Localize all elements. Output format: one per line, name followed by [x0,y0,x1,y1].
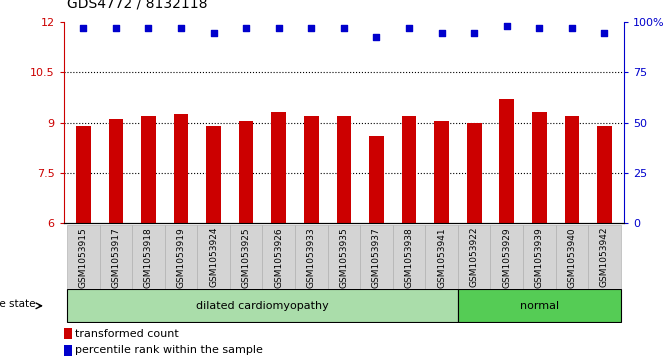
Text: GSM1053925: GSM1053925 [242,227,251,287]
Text: GSM1053940: GSM1053940 [568,227,576,287]
Point [501,23,512,29]
Bar [67,225,99,289]
Bar [393,225,425,289]
Bar [109,119,123,223]
Text: GDS4772 / 8132118: GDS4772 / 8132118 [67,0,207,10]
Point [78,25,89,31]
Bar [132,225,164,289]
Point [566,25,577,31]
Point [338,25,349,31]
Text: disease state: disease state [0,299,35,309]
Text: GSM1053919: GSM1053919 [176,227,185,288]
Bar [491,225,523,289]
Point [241,25,252,31]
Bar [556,225,588,289]
Text: GSM1053926: GSM1053926 [274,227,283,287]
Point [599,30,610,36]
Text: GSM1053938: GSM1053938 [405,227,413,288]
Text: GSM1053929: GSM1053929 [503,227,511,287]
Bar [588,225,621,289]
Bar [141,116,156,223]
Bar [369,136,384,223]
Bar [99,225,132,289]
Text: GSM1053917: GSM1053917 [111,227,120,288]
Text: GSM1053937: GSM1053937 [372,227,381,288]
Text: GSM1053924: GSM1053924 [209,227,218,287]
Text: GSM1053915: GSM1053915 [79,227,88,288]
Bar [458,225,491,289]
Text: GSM1053941: GSM1053941 [437,227,446,287]
Text: normal: normal [520,301,559,311]
Point [176,25,187,31]
Text: GSM1053922: GSM1053922 [470,227,478,287]
Bar [239,121,254,223]
Text: GSM1053942: GSM1053942 [600,227,609,287]
Bar [230,225,262,289]
Text: GSM1053939: GSM1053939 [535,227,544,288]
Bar [597,126,612,223]
Bar [523,225,556,289]
Bar [164,225,197,289]
Point [469,30,480,36]
Bar [564,116,579,223]
Point [534,25,545,31]
Bar [206,126,221,223]
Bar [64,345,72,356]
Bar [327,225,360,289]
Bar [197,225,230,289]
Bar [174,114,189,223]
Bar [458,289,621,322]
Bar [532,113,547,223]
Point [436,30,447,36]
Bar [262,225,295,289]
Text: GSM1053933: GSM1053933 [307,227,316,288]
Point [143,25,154,31]
Bar [425,225,458,289]
Bar [434,121,449,223]
Text: percentile rank within the sample: percentile rank within the sample [75,346,263,355]
Bar [337,116,351,223]
Point [306,25,317,31]
Text: GSM1053935: GSM1053935 [340,227,348,288]
Bar [295,225,327,289]
Text: transformed count: transformed count [75,329,178,339]
Bar [402,116,417,223]
Bar [467,123,482,223]
Point [111,25,121,31]
Bar [271,113,286,223]
Bar [304,116,319,223]
Text: dilated cardiomyopathy: dilated cardiomyopathy [196,301,329,311]
Text: GSM1053918: GSM1053918 [144,227,153,288]
Bar [360,225,393,289]
Point [371,34,382,40]
Point [208,30,219,36]
Bar [67,289,458,322]
Point [404,25,415,31]
Bar [76,126,91,223]
Point [273,25,284,31]
Bar [64,328,72,339]
Bar [499,99,514,223]
